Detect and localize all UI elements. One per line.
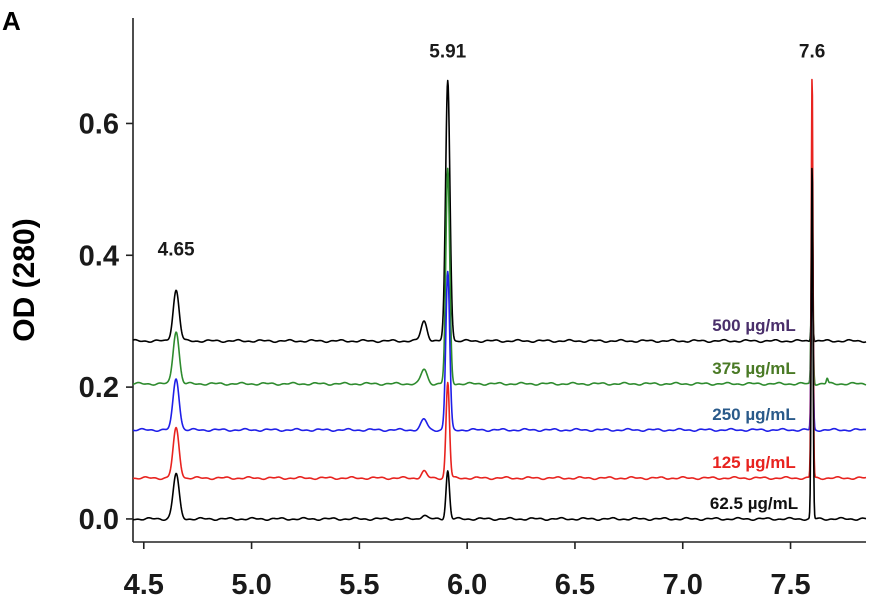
x-ticks: 4.5 5.0 5.5 6.0 6.5 7.0 7.5	[124, 542, 811, 601]
legend-entry: 250 µg/mL	[712, 405, 796, 424]
series-line	[132, 79, 867, 344]
x-tick-label: 7.0	[663, 569, 703, 601]
peak-annotations: 4.65 5.91 7.6	[158, 42, 826, 261]
x-tick-label: 6.5	[555, 569, 595, 601]
series-line	[132, 167, 867, 386]
panel-label: A	[2, 6, 21, 36]
series-line	[132, 188, 867, 433]
peak-annotation: 4.65	[158, 239, 195, 260]
series-line	[132, 167, 867, 522]
plot-frame	[132, 18, 866, 543]
y-tick-label: 0.0	[79, 504, 119, 536]
x-tick-label: 5.5	[339, 569, 379, 601]
x-tick-label: 7.5	[770, 569, 810, 601]
x-tick-label: 5.0	[231, 569, 271, 601]
legend-entry: 125 µg/mL	[712, 453, 796, 472]
y-tick-label: 0.4	[79, 240, 119, 272]
x-tick-label: 6.0	[447, 569, 487, 601]
peak-annotation: 5.91	[429, 42, 466, 63]
series-line	[132, 78, 867, 481]
x-tick-label: 4.5	[124, 569, 164, 601]
y-tick-label: 0.6	[79, 108, 119, 140]
legend-entry: 500 µg/mL	[712, 316, 796, 335]
peak-annotation: 7.6	[799, 42, 825, 63]
legend-entry: 62.5 µg/mL	[710, 494, 798, 513]
y-tick-label: 0.2	[79, 372, 119, 404]
y-axis-title: OD (280)	[8, 218, 41, 341]
y-ticks: 0.0 0.2 0.4 0.6	[79, 108, 133, 536]
legend-entry: 375 µg/mL	[712, 359, 796, 378]
legend: 500 µg/mL 375 µg/mL 250 µg/mL 125 µg/mL 62.5…	[710, 316, 798, 513]
series-group	[132, 78, 867, 522]
